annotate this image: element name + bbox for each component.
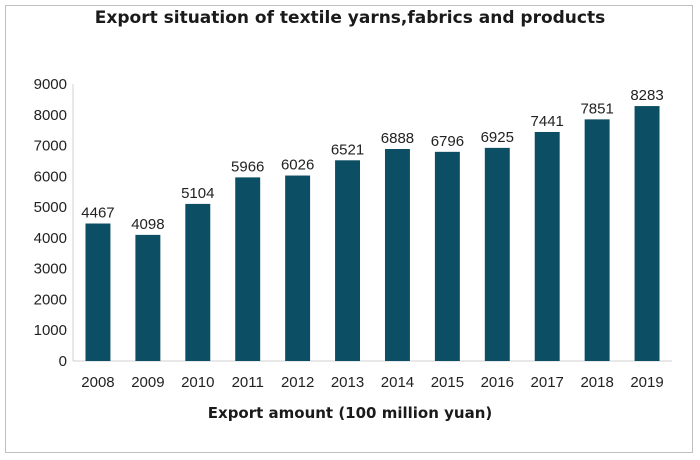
x-tick-label-2009: 2009: [131, 374, 164, 391]
x-tick-label-2013: 2013: [331, 374, 364, 391]
bar-2018: [584, 119, 610, 361]
y-tick-label: 5000: [34, 199, 67, 216]
bars: [85, 106, 660, 362]
bar-2010: [185, 203, 211, 361]
bar-2008: [85, 223, 111, 361]
y-tick-label: 8000: [34, 107, 67, 124]
bar-2011: [235, 177, 261, 361]
data-labels: 4467 4098 5104 5966 6026 6521 6888 6796 6925 7441…: [81, 87, 663, 233]
x-tick-label-2019: 2019: [630, 374, 663, 391]
chart-title: Export situation of textile yarns,fabric…: [94, 8, 606, 28]
y-tick-labels: 0 1000 2000 3000 4000 5000 6000 7000 8000 9000: [34, 76, 67, 370]
bar-2017: [534, 131, 560, 361]
data-label-2015: 6796: [431, 133, 464, 150]
x-tick-label-2017: 2017: [531, 374, 564, 391]
x-tick-label-2014: 2014: [381, 374, 414, 391]
data-label-2012: 6026: [281, 157, 314, 174]
data-label-2009: 4098: [131, 216, 164, 233]
data-label-2013: 6521: [331, 141, 364, 158]
x-tick-label-2011: 2011: [232, 374, 264, 391]
y-tick-label: 9000: [34, 76, 67, 93]
y-tick-label: 7000: [34, 138, 67, 155]
data-label-2010: 5104: [181, 185, 214, 202]
data-label-2014: 6888: [381, 130, 414, 147]
x-tick-label-2015: 2015: [431, 374, 464, 391]
x-axis-title: Export amount (100 million yuan): [207, 404, 493, 422]
data-label-2017: 7441: [531, 113, 564, 130]
data-label-2008: 4467: [81, 205, 114, 222]
data-label-2019: 8283: [630, 87, 663, 104]
data-label-2016: 6925: [481, 129, 514, 146]
bar-2012: [285, 175, 311, 361]
x-tick-label-2016: 2016: [481, 374, 514, 391]
y-tick-label: 1000: [34, 322, 67, 339]
y-tick-label: 2000: [34, 291, 67, 308]
x-tick-label-2010: 2010: [181, 374, 214, 391]
x-tick-label-2018: 2018: [580, 374, 613, 391]
x-tick-label-2012: 2012: [281, 374, 314, 391]
bar-2015: [434, 151, 460, 361]
y-tick-label: 6000: [34, 168, 67, 185]
y-tick-label: 4000: [34, 230, 67, 247]
bar-2016: [484, 147, 510, 361]
bar-2014: [384, 149, 410, 361]
x-tick-labels: 2008 2009 2010 2011 2012 2013 2014 2015 2016 2017…: [81, 374, 663, 391]
bar-2013: [335, 160, 361, 361]
x-tick-label-2008: 2008: [81, 374, 114, 391]
data-label-2018: 7851: [580, 100, 613, 117]
data-label-2011: 5966: [231, 158, 264, 175]
bar-2019: [634, 106, 660, 362]
y-tick-label: 0: [59, 353, 67, 370]
y-tick-label: 3000: [34, 261, 67, 278]
bar-2009: [135, 234, 161, 361]
